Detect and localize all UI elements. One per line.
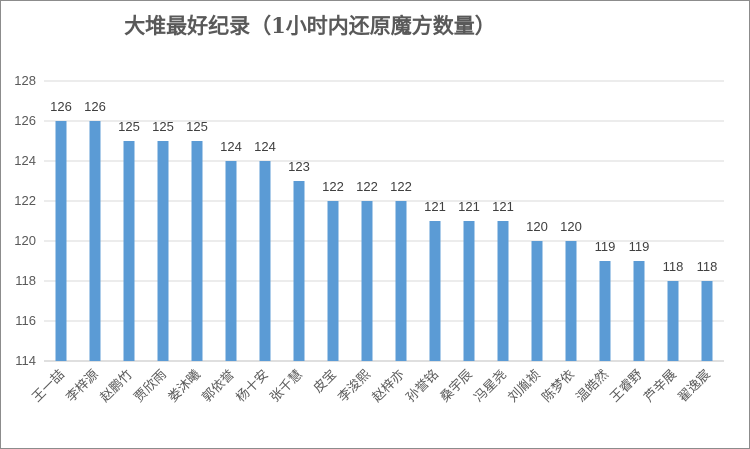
data-label: 126 [50, 99, 72, 114]
bar [429, 221, 441, 361]
bar [123, 141, 135, 361]
y-tick-label: 128 [14, 73, 36, 88]
bar [633, 261, 645, 361]
x-tick-label: 贾欣雨 [132, 367, 170, 405]
y-tick-label: 122 [14, 193, 36, 208]
bar [463, 221, 475, 361]
data-label: 118 [663, 259, 684, 274]
data-label: 125 [118, 119, 140, 134]
data-label: 119 [629, 239, 650, 254]
y-tick-label: 124 [14, 153, 36, 168]
x-tick-label: 王一喆 [30, 367, 68, 405]
data-label: 124 [254, 139, 276, 154]
data-label: 119 [595, 239, 616, 254]
data-label: 124 [220, 139, 242, 154]
data-label: 118 [697, 259, 718, 274]
y-tick-label: 126 [14, 113, 36, 128]
x-tick-label: 陈梦依 [539, 367, 578, 406]
x-tick-label: 娄沐曦 [165, 367, 204, 406]
x-tick-label: 李梓源 [64, 367, 102, 405]
data-label: 122 [322, 179, 344, 194]
x-tick-label: 郭依誉 [199, 367, 238, 406]
bar [599, 261, 611, 361]
bar [89, 121, 101, 361]
bar [327, 201, 339, 361]
data-label: 122 [390, 179, 412, 194]
bar [361, 201, 373, 361]
x-tick-label: 赵鹏竹 [98, 367, 136, 405]
data-label: 121 [458, 199, 480, 214]
x-tick-label: 刘胤祯 [505, 367, 544, 406]
bar [701, 281, 713, 361]
data-label: 121 [492, 199, 514, 214]
data-label: 125 [186, 119, 208, 134]
y-tick-label: 114 [15, 353, 36, 368]
y-tick-label: 120 [14, 233, 36, 248]
x-tick-label: 赵梓亦 [369, 367, 408, 406]
bar [191, 141, 203, 361]
data-label: 120 [560, 219, 582, 234]
data-label: 123 [288, 159, 310, 174]
bar [55, 121, 67, 361]
bar [667, 281, 679, 361]
x-tick-label: 桑宇辰 [438, 367, 476, 405]
y-tick-label: 118 [15, 273, 36, 288]
bar [293, 181, 305, 361]
bar [531, 241, 543, 361]
x-tick-label: 芦辛展 [642, 367, 680, 405]
x-tick-label: 杨十安 [234, 367, 272, 405]
data-label: 121 [424, 199, 446, 214]
chart-title: 大堆最好纪录（1小时内还原魔方数量） [124, 13, 496, 38]
bar [497, 221, 509, 361]
data-label: 120 [526, 219, 548, 234]
bar [565, 241, 577, 361]
bar [259, 161, 271, 361]
data-label: 126 [84, 99, 106, 114]
y-tick-label: 116 [15, 313, 36, 328]
x-tick-label: 王睿野 [608, 367, 646, 405]
x-tick-label: 冯星尧 [472, 367, 510, 405]
x-tick-label: 翟逸宸 [675, 367, 714, 406]
x-tick-label: 温皓然 [573, 367, 612, 406]
bar [225, 161, 237, 361]
x-tick-label: 皮宝 [311, 367, 340, 396]
data-label: 122 [356, 179, 378, 194]
data-label: 125 [152, 119, 174, 134]
bar [157, 141, 169, 361]
x-tick-label: 张千慧 [267, 367, 306, 406]
x-tick-label: 孙誉铭 [404, 367, 442, 405]
bar [395, 201, 407, 361]
x-tick-label: 李浚熙 [336, 367, 374, 405]
